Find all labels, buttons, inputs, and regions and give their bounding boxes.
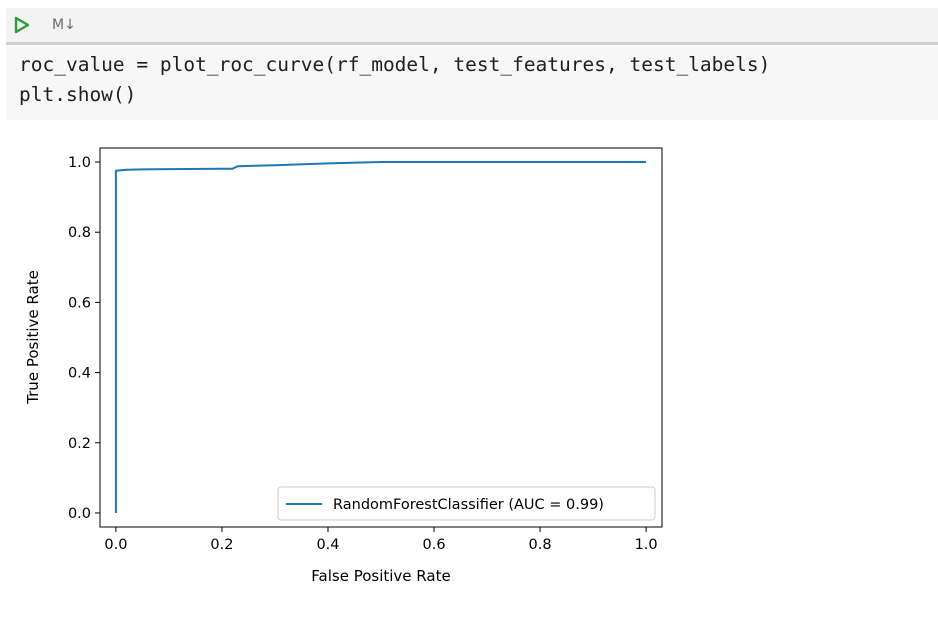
code-line: roc_value = plot_roc_curve(rf_model, tes… xyxy=(19,53,771,76)
code-line: plt.show() xyxy=(19,83,137,106)
x-tick-label: 0.4 xyxy=(316,537,339,553)
x-tick-label: 0.0 xyxy=(104,537,127,553)
cell-toolbar: M↓ xyxy=(6,8,938,42)
x-tick-label: 0.8 xyxy=(529,537,552,553)
legend-box xyxy=(277,486,656,521)
y-axis-ticks: 0.0 0.2 0.4 0.6 0.8 1.0 xyxy=(68,155,100,522)
cell-divider xyxy=(6,42,938,45)
plot-area-frame xyxy=(99,147,663,528)
y-tick-label: 0.0 xyxy=(68,506,91,522)
x-tick-label: 0.2 xyxy=(210,537,233,553)
y-tick-label: 0.8 xyxy=(68,225,91,241)
y-tick-label: 0.2 xyxy=(68,436,91,452)
series-layer xyxy=(114,161,647,513)
y-tick-label: 0.4 xyxy=(68,366,91,382)
run-triangle-icon[interactable] xyxy=(12,15,32,35)
code-cell-input[interactable]: roc_value = plot_roc_curve(rf_model, tes… xyxy=(6,45,938,120)
roc-curve-line xyxy=(114,161,647,513)
cell-type-markdown-button[interactable]: M↓ xyxy=(52,17,76,33)
legend: RandomForestClassifier (AUC = 0.99) xyxy=(277,486,656,521)
x-axis-ticks: 0.0 0.2 0.4 0.6 0.8 1.0 xyxy=(104,527,658,553)
x-tick-label: 0.6 xyxy=(422,537,445,553)
x-tick-label: 1.0 xyxy=(635,537,658,553)
x-axis-label: False Positive Rate xyxy=(311,567,450,585)
y-axis-label: True Positive Rate xyxy=(24,270,42,405)
y-tick-label: 1.0 xyxy=(68,155,91,171)
roc-curve-chart: 0.0 0.2 0.4 0.6 0.8 1.0 0.0 0.2 0.4 0.6 0.8 1.0 Fa… xyxy=(24,147,663,585)
y-tick-label: 0.6 xyxy=(68,295,91,311)
legend-entry-label: RandomForestClassifier (AUC = 0.99) xyxy=(333,497,604,513)
cell-output: 0.0 0.2 0.4 0.6 0.8 1.0 0.0 0.2 0.4 0.6 0.8 1.0 Fa… xyxy=(0,125,938,630)
